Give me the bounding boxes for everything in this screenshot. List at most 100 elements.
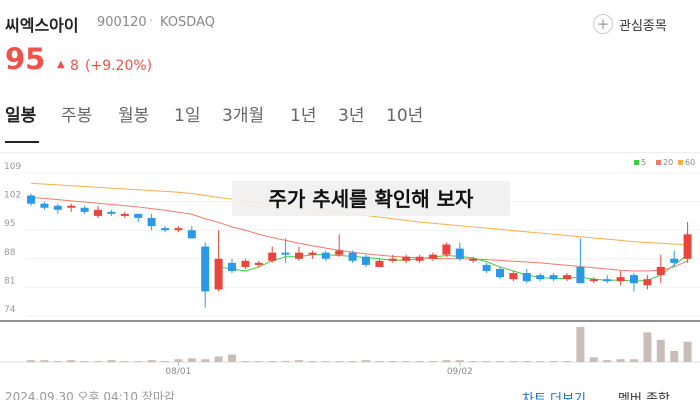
candle-body [120,213,129,216]
candle-body [656,266,665,276]
candle-body [563,275,571,280]
volume-bar [455,360,464,362]
candle-body [509,273,518,280]
tab[interactable]: 1년 [290,106,317,126]
candle-body [442,244,451,255]
volume-bar [67,360,76,362]
candle-body [630,275,638,284]
tab[interactable]: 3년 [338,106,365,126]
candle-body [295,252,303,259]
y-tick-label: 102 [4,191,21,201]
volume-bar [107,360,116,362]
more-link[interactable]: 차트 더보기 [522,392,586,400]
watch-icon[interactable]: + [593,14,613,34]
candle-body [643,279,652,286]
volume-bar [80,361,89,362]
legend-label: 60 [685,158,695,167]
legend-swatch [656,160,661,165]
candle-body [321,252,330,259]
volume-bar [321,361,330,362]
candle-body [107,211,116,214]
legend-label: 5 [641,158,646,167]
candle-body [308,252,317,255]
volume-bar [187,358,196,362]
tab[interactable]: 1일 [174,106,201,126]
divider [0,152,700,153]
candle-body [536,275,545,280]
volume-bar [630,359,638,362]
candle-body [161,228,169,231]
volume-bar [281,361,290,362]
candle-body [348,252,357,261]
volume-bar [254,361,263,362]
volume-bar [335,361,344,362]
volume-bar [469,361,478,362]
candle-body [589,279,598,282]
volume-bar [536,361,545,362]
tab[interactable]: 월봉 [118,106,150,126]
change: 8 [70,58,79,74]
candle-body [375,260,384,267]
candle-body [683,234,692,259]
candle-body [268,252,277,261]
stock-name: 씨엑스아이 [5,16,79,35]
candle-body [576,266,585,284]
candle-body [496,268,504,278]
candle-body [228,262,236,272]
candle-body [603,279,612,282]
tab[interactable]: 일봉 [5,106,37,126]
candle-body [27,195,35,204]
volume-bar [388,361,397,362]
volume-bar [522,361,531,362]
volume-bar [442,360,451,362]
candle-body [147,217,156,227]
volume-bar [402,361,411,362]
candle-body [522,273,531,282]
y-tick-label: 74 [4,305,16,315]
volume-bar [670,350,679,362]
volume-bar [201,359,210,362]
candle-body [40,203,49,208]
candle-body [174,228,183,231]
volume-bar [576,326,585,362]
candle-body [67,205,76,208]
volume-bar [415,361,424,362]
volume-bar [348,361,357,362]
volume-bar [214,356,223,362]
tab[interactable]: 3개월 [222,106,265,126]
candle-body [335,250,344,255]
legend-swatch [634,160,639,165]
tab[interactable]: 10년 [386,106,424,126]
volume-bar [375,361,384,362]
candle-body [616,277,625,282]
volume-bar [683,341,692,362]
change-pct: (+9.20%) [85,58,153,74]
volume-bar [362,360,370,362]
legend-swatch [678,160,683,165]
candle-body [362,256,370,265]
volume-bar [120,361,129,362]
candle-body [415,256,424,261]
volume-bar [563,361,571,362]
y-tick-label: 109 [4,162,21,172]
stock-code: 900120 [97,15,147,30]
volume-bar [228,354,236,362]
y-tick-label: 95 [4,219,15,229]
member-link[interactable]: 멤버 종합 [618,392,670,400]
volume-bar [549,361,558,362]
volume-bar [603,360,612,362]
volume-bar [509,361,518,362]
y-tick-label: 81 [4,276,15,286]
volume-bar [496,361,504,362]
volume-bar [27,360,35,362]
price: 95 [5,42,46,76]
candle-body [402,256,411,261]
volume-bar [268,361,277,362]
volume-bar [134,361,143,362]
candle-body [281,252,290,255]
volume-bar [482,361,491,362]
watch-button[interactable]: 관심종목 [619,19,667,34]
tab[interactable]: 주봉 [61,106,93,126]
